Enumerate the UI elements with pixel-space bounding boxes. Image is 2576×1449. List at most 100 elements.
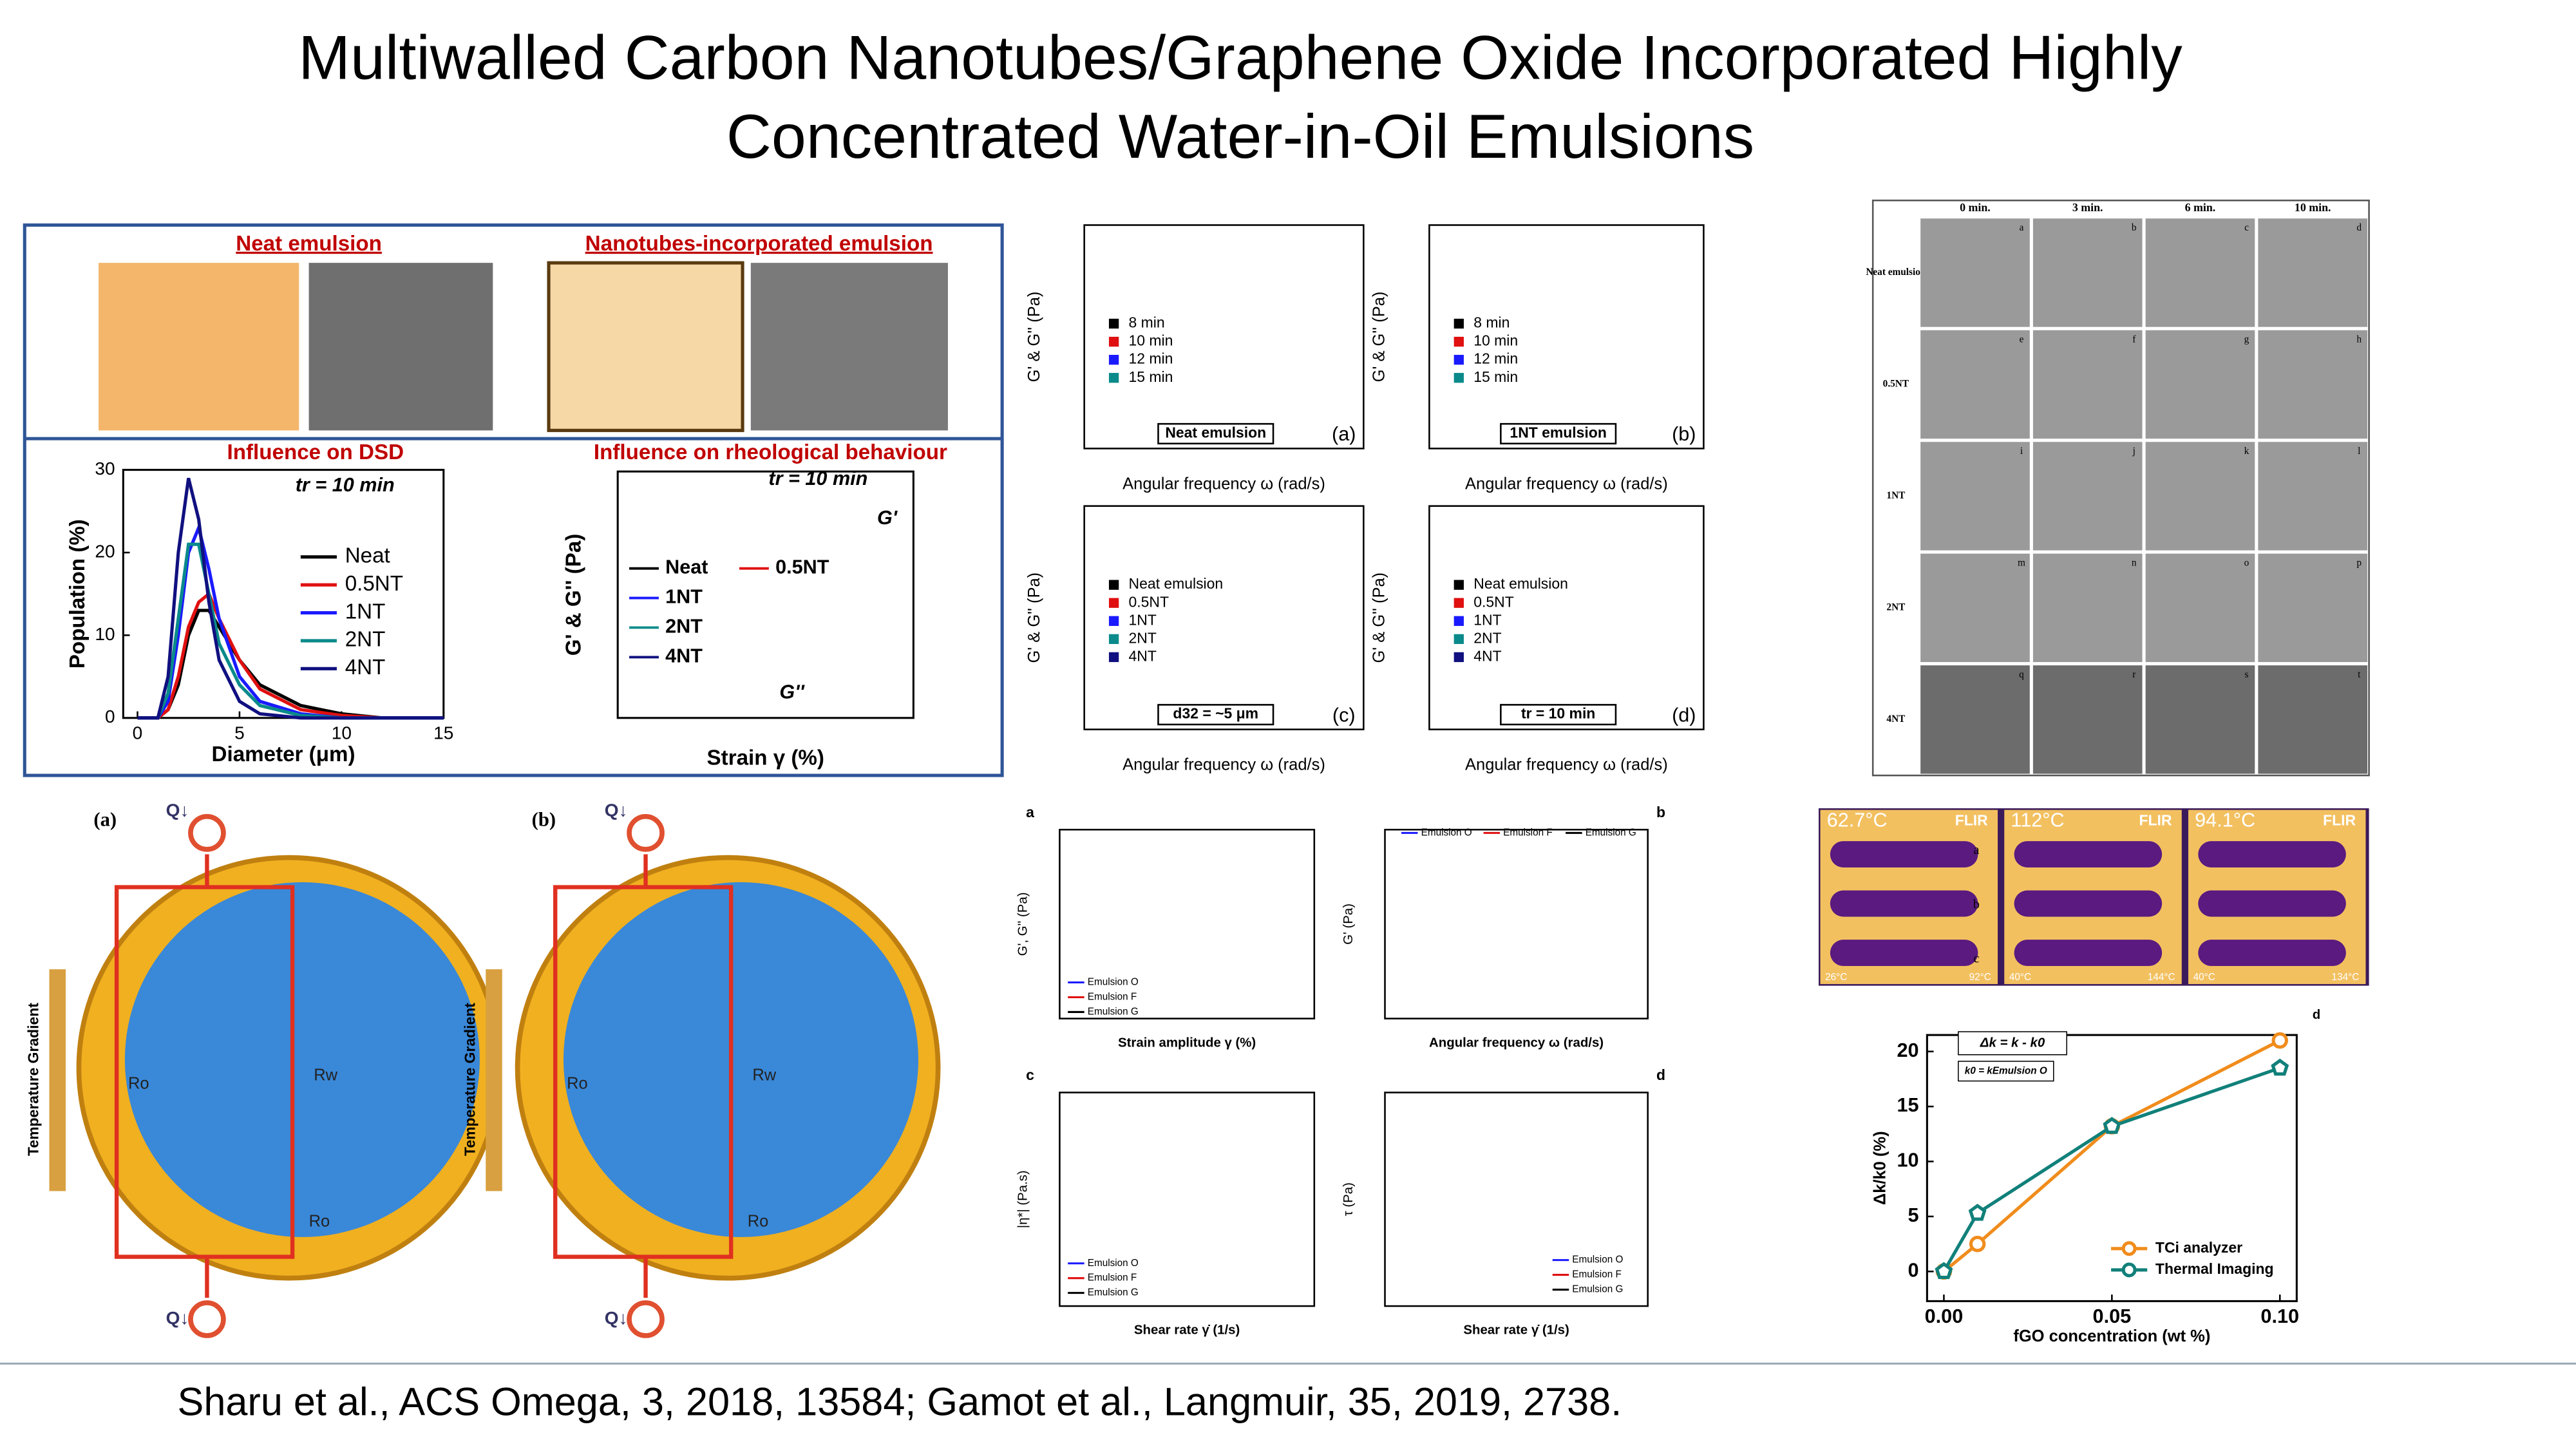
panel-caption: tr = 10 min bbox=[1521, 705, 1595, 722]
y-axis-label: G' & G'' (Pa) bbox=[1025, 573, 1043, 663]
annotation-box bbox=[1958, 1031, 2067, 1056]
circuit-wire bbox=[553, 854, 734, 1298]
data-point bbox=[2271, 1032, 2288, 1049]
micrograph-letter: m bbox=[2018, 558, 2025, 569]
thermal-temp: 112°C bbox=[2011, 810, 2064, 831]
legend-label: 1NT bbox=[1129, 611, 1157, 628]
legend-label: Emulsion G bbox=[1088, 1006, 1139, 1017]
micrograph bbox=[2032, 442, 2143, 551]
nt-sem bbox=[750, 263, 948, 431]
panel-label: d bbox=[1656, 1066, 1665, 1083]
shear-frame bbox=[1059, 828, 1316, 1019]
y-tick-label: 0 bbox=[105, 706, 115, 726]
legend-label: Emulsion O bbox=[1088, 1258, 1139, 1269]
legend-label: 0.5NT bbox=[345, 572, 403, 596]
citation: Sharu et al., ACS Omega, 3, 2018, 13584;… bbox=[178, 1379, 1622, 1423]
micrograph-letter: n bbox=[2132, 558, 2137, 569]
legend-label: 15 min bbox=[1473, 368, 1518, 385]
legend-label: Emulsion F bbox=[1572, 1269, 1622, 1280]
legend-label: Neat bbox=[345, 544, 390, 568]
legend-label: Emulsion G bbox=[1572, 1284, 1623, 1295]
gradient-label: Temperature Gradient bbox=[461, 1003, 478, 1156]
data-line bbox=[1942, 1066, 2281, 1273]
legend-label: 12 min bbox=[1129, 350, 1173, 367]
y-axis-label: G' & G'' (Pa) bbox=[1025, 292, 1043, 383]
x-axis-label: Angular frequency ω (rad/s) bbox=[1465, 475, 1668, 493]
legend-label: Emulsion F bbox=[1503, 827, 1553, 838]
thermal-row: b bbox=[1973, 897, 1980, 911]
x-axis-label: Angular frequency ω (rad/s) bbox=[1122, 756, 1325, 774]
panel-label: b bbox=[1656, 804, 1665, 820]
legend-label: Thermal Imaging bbox=[2155, 1260, 2274, 1277]
micrograph bbox=[1920, 218, 2030, 327]
legend-label: 4NT bbox=[1473, 647, 1501, 664]
legend-label: 0.5NT bbox=[775, 556, 829, 578]
legend-label: Emulsion G bbox=[1088, 1287, 1139, 1298]
thermal-row: c bbox=[1973, 951, 1979, 965]
legend-label: 1NT bbox=[1473, 611, 1501, 628]
micrograph bbox=[2032, 665, 2143, 774]
micrograph-letter: a bbox=[2020, 222, 2024, 233]
micrograph bbox=[2145, 553, 2255, 663]
legend-label: Emulsion F bbox=[1088, 1273, 1137, 1283]
neat-schematic bbox=[99, 263, 299, 431]
data-point bbox=[1968, 1204, 1987, 1221]
nt-schematic bbox=[547, 261, 744, 432]
data-point bbox=[1969, 1235, 1986, 1253]
thermal-band bbox=[1830, 890, 1978, 917]
terminal bbox=[627, 814, 665, 852]
y-axis-label: τ (Pa) bbox=[1341, 1182, 1356, 1216]
terminal bbox=[627, 1300, 665, 1338]
legend-marker bbox=[2121, 1241, 2137, 1256]
heat-label: Q↓ bbox=[605, 800, 628, 820]
panel-label: d bbox=[2313, 1008, 2320, 1022]
row-label: 0.5NT bbox=[1883, 378, 1909, 389]
micrograph-letter: c bbox=[2244, 222, 2249, 233]
resistor-label: Ro bbox=[748, 1213, 769, 1231]
legend-label: 2NT bbox=[345, 628, 386, 652]
scale-min: 26°C bbox=[1825, 972, 1847, 983]
shear-frame bbox=[1059, 1092, 1316, 1307]
gradient-label: Temperature Gradient bbox=[25, 1003, 42, 1156]
x-tick-label: 10 bbox=[332, 723, 352, 743]
thermal-band bbox=[2198, 841, 2346, 867]
legend-marker bbox=[1454, 634, 1464, 644]
panel-caption: Neat emulsion bbox=[1165, 424, 1266, 441]
legend-label: Emulsion O bbox=[1088, 977, 1139, 988]
sweep-frame bbox=[1428, 224, 1705, 450]
y-axis-label: G', G'' (Pa) bbox=[1016, 892, 1030, 956]
micrograph-letter: l bbox=[2358, 446, 2360, 457]
curve-label: G' bbox=[877, 507, 898, 529]
legend-marker bbox=[1108, 598, 1119, 608]
panel-label: (b) bbox=[1672, 423, 1696, 445]
micrograph bbox=[1920, 330, 2030, 439]
y-axis-label: G' & G'' (Pa) bbox=[1370, 292, 1388, 383]
column-header: 0 min. bbox=[1960, 201, 1991, 214]
thermal-brand: FLIR bbox=[1955, 812, 1988, 829]
y-axis-label: G' & G'' (Pa) bbox=[1370, 573, 1388, 663]
legend-label: 10 min bbox=[1473, 332, 1518, 349]
legend-label: 4NT bbox=[1129, 647, 1157, 664]
legend-marker bbox=[1454, 652, 1464, 663]
micrograph bbox=[2032, 553, 2143, 663]
legend-label: TCi analyzer bbox=[2155, 1239, 2242, 1256]
annotation-box bbox=[1958, 1061, 2054, 1082]
x-axis-label: Strain γ (%) bbox=[707, 746, 824, 770]
curve-label: G'' bbox=[779, 681, 805, 703]
legend-label: 8 min bbox=[1129, 314, 1165, 331]
legend-label: 4NT bbox=[665, 645, 703, 667]
summary-frame bbox=[23, 223, 1004, 777]
row-label: 1NT bbox=[1886, 490, 1905, 501]
scale-min: 40°C bbox=[2193, 972, 2215, 983]
legend-label: 12 min bbox=[1473, 350, 1518, 367]
circuit-wire bbox=[114, 854, 295, 1298]
shear-frame bbox=[1384, 828, 1649, 1019]
water-droplet bbox=[564, 882, 919, 1237]
legend-label: 10 min bbox=[1129, 332, 1173, 349]
y-tick-label: 20 bbox=[95, 541, 115, 561]
scale-min: 40°C bbox=[2009, 972, 2031, 983]
y-axis-label: Δk/k0 (%) bbox=[1871, 1131, 1889, 1205]
chart-annotation: tr = 10 min bbox=[296, 474, 395, 496]
micrograph bbox=[2258, 330, 2368, 439]
